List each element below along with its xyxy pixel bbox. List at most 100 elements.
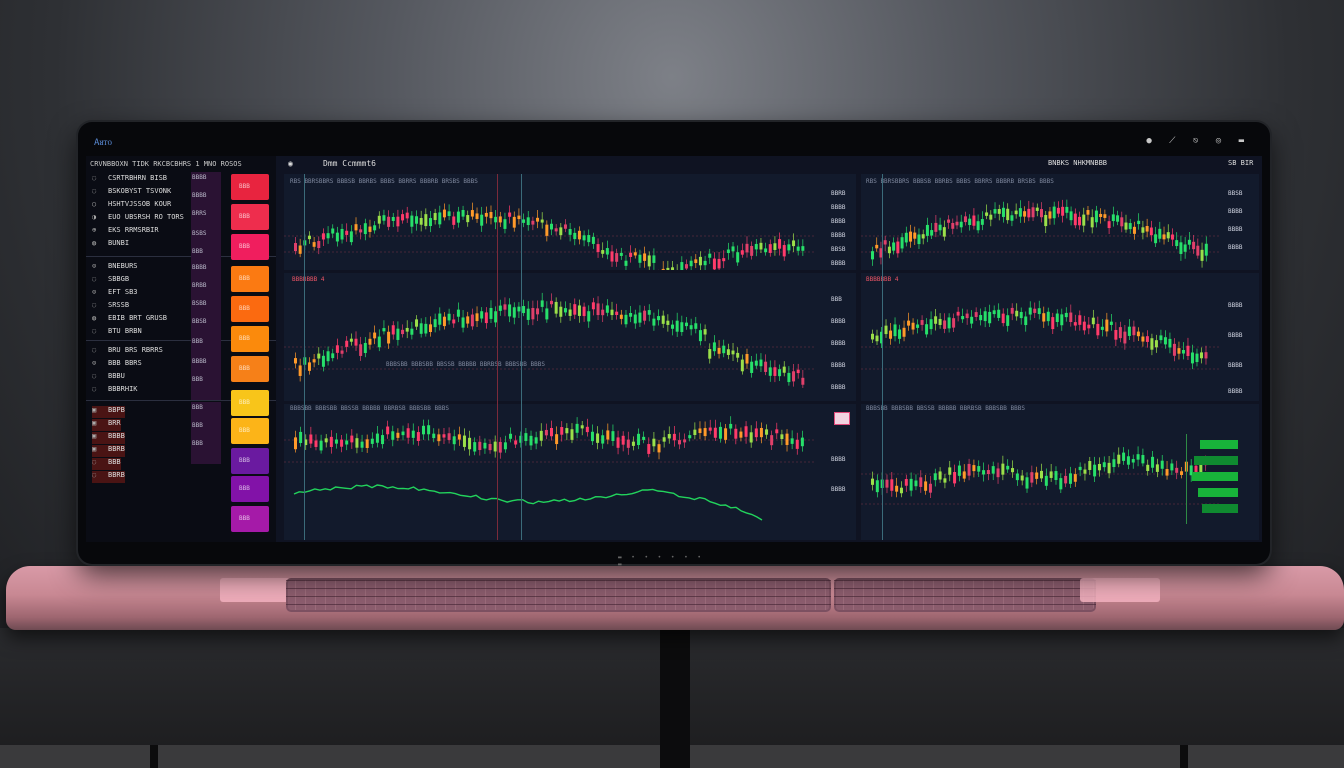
candle [1033,308,1037,313]
candle [1154,234,1158,244]
chart-panel-top-left[interactable] [284,174,856,270]
change-badge[interactable]: BBB [231,266,269,292]
titlebar-icons[interactable]: ● ⟋ ⎋ ◎ ▬ [1146,136,1250,146]
candle [1136,454,1140,460]
watchlist-label: BBPB [108,406,125,414]
watchlist-mid-value: BSBB [192,300,207,307]
watchlist-item[interactable]: ◌ BBBRHIK [92,385,138,397]
watchlist-item[interactable]: ◌ BRU BRS RBRRS [92,346,163,358]
watchlist-item[interactable]: ◑ EUO UBSRSH RO TORS [92,213,184,225]
watchlist-item[interactable]: ◌ CSRTRBHRN BISB [92,174,167,186]
chart-panel-mid-right[interactable] [861,273,1259,401]
change-badge[interactable]: BBB [231,418,269,444]
watchlist-item[interactable]: ⊙ BNEBURS [92,262,138,274]
change-badge[interactable]: BBB [231,234,269,260]
keyboard-left[interactable] [286,578,831,612]
change-badge[interactable]: BBB [231,296,269,322]
candle [899,487,903,494]
watchlist-mid-value: BBBB [192,174,207,181]
watchlist-item[interactable]: ⊕ EKS RRMSRBIR [92,226,159,238]
change-badge-label: BBB [239,515,250,522]
candle [1149,227,1153,236]
chart-panel-mid-left[interactable] [284,273,856,401]
candle [522,219,526,223]
candle [317,241,321,249]
chart-panel-bottom-left[interactable] [284,404,856,540]
watchlist-item[interactable]: ◌ BBBU [92,372,125,384]
monitor: Aᴚᴛᴏ ● ⟋ ⎋ ◎ ▬ CRVNBBOXN TIDK RKCBCBHRS … [78,122,1270,568]
trading-screen: CRVNBBOXN TIDK RKCBCBHRS 1 MNO ROSOS ◌ CS… [86,156,1262,542]
chart-sub-strip: BBBSBB BBBSBB BBSSB BBBBB BBRBSB BBBSBB … [386,361,545,368]
watchlist-label: EBIB BRT GRUSB [108,314,168,322]
candle [475,213,479,219]
chart-tab-strip[interactable]: RBS BBRSBBRS BBBSB BBRBS BBBS BBRRS BBBR… [290,178,478,185]
watchlist-item[interactable]: ▣ BBRB [92,445,125,457]
watchlist-item[interactable]: ⊙ EFT SB3 [92,288,138,300]
watchlist-label: BBB [108,458,121,466]
chart-tab-strip-right[interactable]: RBS BBRSBBRS BBBSB BBRBS BBBS BBRRS BBBR… [866,178,1054,185]
indicator-tab-strip-right[interactable]: BBBSBB BBBSBB BBSSB BBBBB BBRBSB BBBSBB … [866,405,1025,412]
change-badge[interactable]: BBB [231,326,269,352]
change-badge[interactable]: BBB [231,448,269,474]
keyboard-right[interactable] [834,578,1096,612]
change-badge[interactable]: BBB [231,356,269,382]
indicator-tab-strip[interactable]: BBBSBB BBBSBB BBSSB BBBBB BBRBSB BBBSBB … [290,405,449,412]
candle [373,332,377,339]
watchlist-item[interactable]: ◌ BSKOBYST TSVONK [92,187,171,199]
chart-panel-top-right[interactable] [861,174,1259,270]
watchlist-item[interactable]: ○ HSHTVJSSOB KOUR [92,200,171,212]
alert-box[interactable] [834,412,850,425]
candle [596,433,600,443]
candle [961,316,965,320]
candle [432,433,436,439]
candle [1126,456,1130,465]
candle [974,312,978,317]
candle [993,209,997,214]
candle [731,350,735,355]
change-badge[interactable]: BBB [231,174,269,200]
candle [1107,462,1111,474]
crosshair-line [497,174,498,540]
candle [493,441,497,452]
candle [1116,215,1120,222]
candle [621,435,625,445]
candle [1051,317,1055,330]
candle [1010,307,1014,314]
change-badge[interactable]: BBB [231,204,269,230]
change-badge[interactable]: BBB [231,476,269,502]
candle [498,305,502,311]
watchlist-item[interactable]: ◌ BTU BRBN [92,327,142,339]
candle [536,308,540,315]
watchlist-item[interactable]: ▣ BBPB [92,406,125,418]
candle [637,433,641,446]
page-indicator[interactable]: ▬ • • • • • • ▬ [618,554,704,568]
watchlist-item[interactable]: ◌ BBRB [92,471,125,483]
candle [512,307,516,318]
watchlist-item[interactable]: ◍ EBIB BRT GRUSB [92,314,167,326]
watchlist-item[interactable]: ◌ BBB [92,458,121,470]
candle [652,438,656,447]
candle [503,304,507,310]
candle [947,219,951,223]
candle [396,328,400,340]
title-bar: Aᴚᴛᴏ ● ⟋ ⎋ ◎ ▬ [78,122,1270,156]
watchlist-icon: ◌ [92,187,97,195]
candle [914,480,918,487]
watchlist-item[interactable]: ⊙ BBB BBRS [92,359,142,371]
candle [929,319,933,330]
change-badge[interactable]: BBB [231,506,269,532]
candle [540,219,544,223]
watchlist-item[interactable]: ◌ SBBGB [92,275,129,287]
watchlist-item[interactable]: ▣ BRR [92,419,121,431]
candle [1150,338,1154,350]
candle [1087,324,1091,329]
watchlist-item[interactable]: ◍ BUNBI [92,239,129,251]
watchlist-label: BUNBI [108,239,130,247]
candle [340,350,344,354]
candle [1100,326,1104,330]
watchlist-item[interactable]: ◌ SRSSB [92,301,129,313]
watchlist-item[interactable]: ▣ BBBB [92,432,125,444]
change-badge[interactable]: BBB [231,390,269,416]
candle [980,219,984,225]
candle [480,214,484,226]
